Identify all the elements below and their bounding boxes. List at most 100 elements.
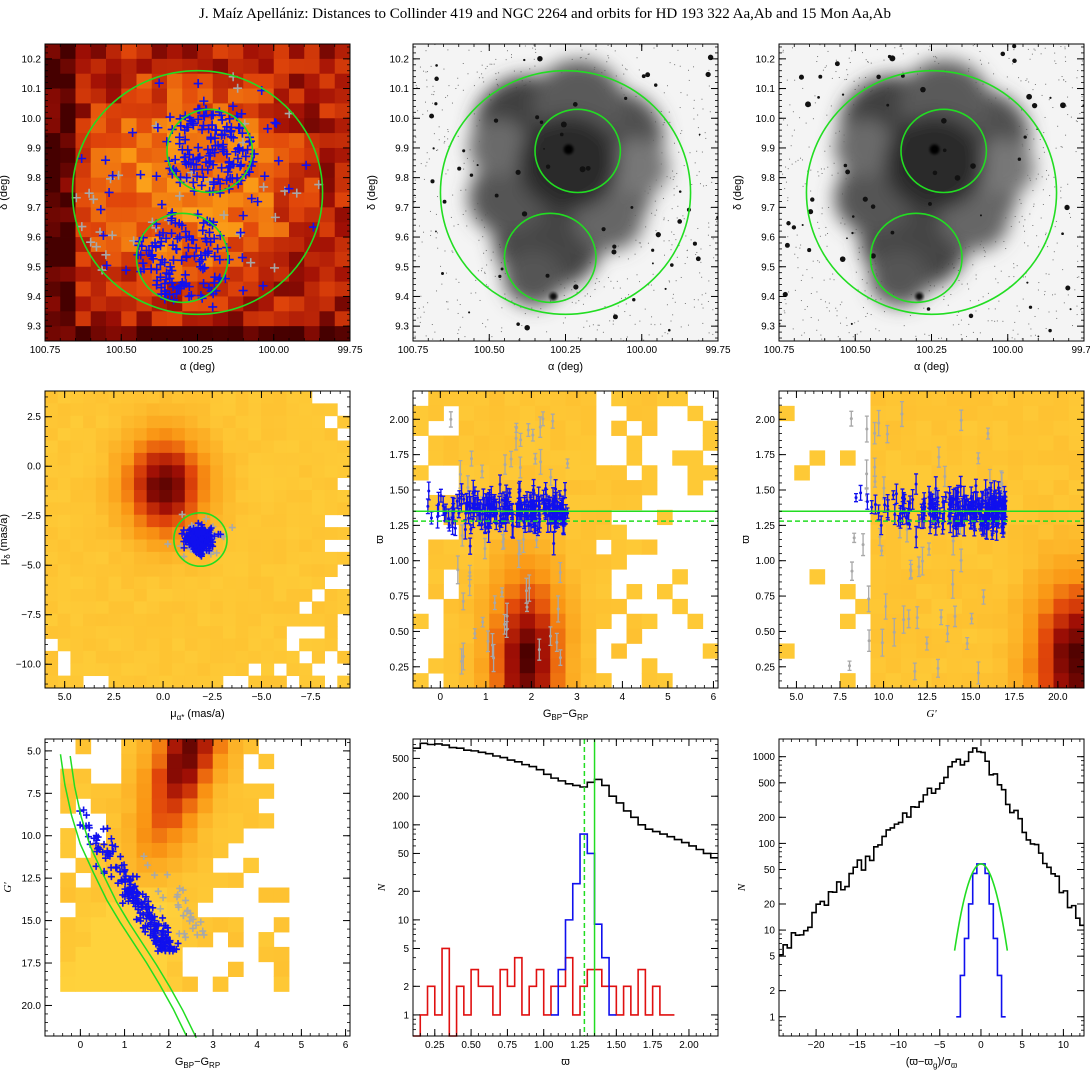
background-star (831, 174, 833, 176)
heat-cell (45, 539, 59, 553)
heat-cell (121, 415, 135, 429)
background-star (826, 114, 828, 116)
heat-cell (273, 147, 290, 164)
member-point (193, 114, 203, 124)
background-star (1054, 186, 1056, 188)
heat-cell (90, 281, 107, 297)
nonmember-point (270, 212, 280, 222)
bright-star (457, 166, 462, 171)
background-star (680, 276, 682, 278)
heat-cell (45, 465, 59, 479)
heat-cell (428, 494, 444, 511)
background-star (1024, 219, 1026, 221)
heat-cell (83, 638, 97, 652)
nonmember-errorbar-marker (473, 632, 477, 636)
background-star (435, 213, 437, 215)
bright-star (846, 237, 848, 240)
heat-cell (611, 539, 627, 555)
background-star (1053, 176, 1055, 178)
background-star (852, 336, 854, 338)
background-star (788, 291, 790, 293)
heat-cell (458, 554, 475, 570)
background-star (697, 299, 699, 301)
heat-cell (45, 192, 61, 208)
member-point (229, 159, 239, 169)
background-star (699, 183, 701, 185)
background-star (956, 314, 958, 316)
background-star (824, 301, 826, 303)
background-star (608, 57, 610, 59)
background-star (786, 79, 788, 81)
heat-cell (182, 207, 198, 223)
heat-cell (210, 576, 224, 590)
heat-cell (299, 527, 313, 540)
heat-cell (57, 502, 71, 516)
background-star (419, 321, 421, 323)
heat-cell (248, 589, 262, 602)
background-star (654, 200, 656, 202)
background-star (708, 226, 710, 228)
background-star (984, 255, 986, 257)
bright-star (889, 55, 896, 62)
background-star (979, 51, 981, 53)
heat-cell (243, 311, 259, 327)
heat-cell (172, 440, 186, 454)
heat-cell (311, 551, 325, 565)
background-star (864, 290, 866, 292)
heat-cell (931, 539, 948, 555)
background-star (1077, 260, 1079, 262)
member-point (152, 276, 162, 286)
background-star (845, 317, 847, 319)
background-star (589, 295, 591, 297)
member-errorbar-marker (546, 522, 550, 526)
heat-cell (289, 222, 305, 238)
heat-cell (289, 207, 305, 223)
heat-cell (228, 311, 244, 327)
background-star (1032, 224, 1034, 226)
heat-cell (286, 502, 300, 516)
background-star (700, 248, 702, 250)
heat-cell (146, 638, 160, 652)
bright-star (469, 173, 474, 177)
heat-cell (319, 237, 336, 253)
background-star (510, 54, 512, 56)
member-errorbar-marker (439, 494, 443, 498)
nonmember-point (101, 250, 111, 260)
sky-image-1-axes-xtick-label: 100.25 (550, 345, 581, 356)
background-star (686, 94, 688, 96)
heat-cell (299, 576, 313, 590)
background-star (427, 302, 429, 304)
sky-image-2-circles (805, 69, 1058, 316)
background-star (483, 252, 485, 254)
pm-axes-ytick-label: −2.5 (21, 511, 41, 522)
background-star (619, 287, 621, 289)
background-star (867, 61, 869, 63)
background-star (437, 149, 439, 151)
sky-image-2-axes-xtick-label: 99.75 (1071, 345, 1090, 356)
background-star (684, 263, 686, 265)
heat-cell (45, 177, 61, 193)
heat-cell (596, 480, 612, 496)
sky-density-axes: 100.75 100.50 100.25 100.00 99.759.39.49.59.… (0, 43, 363, 373)
heat-cell (159, 551, 173, 565)
heat-cell (172, 391, 186, 404)
background-star (1045, 232, 1047, 234)
background-star (1055, 310, 1057, 312)
heat-cell (108, 663, 122, 677)
bright-star (782, 291, 788, 297)
member-errorbar-marker (537, 497, 541, 501)
heat-cell (286, 650, 300, 664)
heat-cell (489, 435, 505, 451)
bright-star (493, 118, 499, 123)
background-star (894, 47, 896, 49)
background-star (485, 68, 487, 70)
bright-star (559, 132, 564, 137)
heat-cell (172, 613, 186, 627)
heat-cell (299, 391, 313, 404)
background-star (1054, 226, 1056, 228)
bright-star (651, 262, 654, 265)
bright-star (890, 230, 895, 235)
heat-cell (83, 527, 97, 540)
heat-cell (304, 88, 320, 104)
